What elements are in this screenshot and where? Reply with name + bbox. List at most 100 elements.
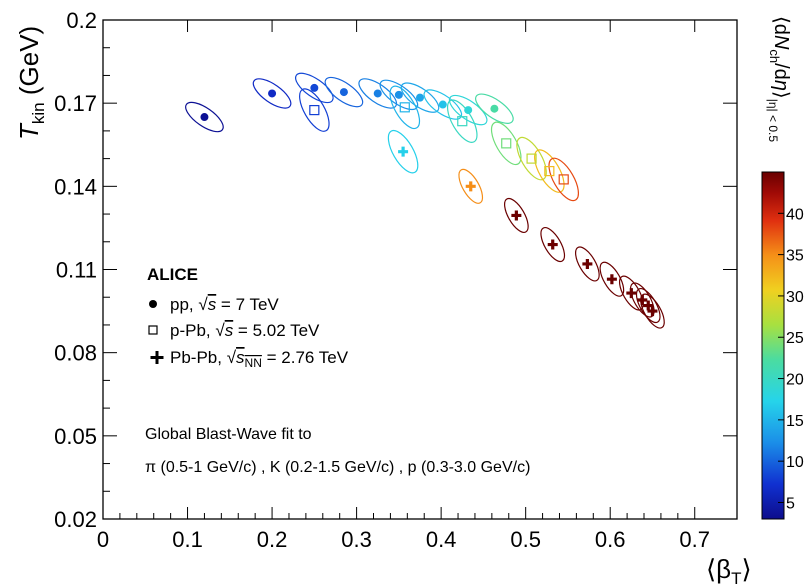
data-point-pp	[373, 89, 382, 98]
x-tick-label: 0.3	[341, 527, 372, 552]
colorbar-tick-label: 15	[786, 413, 804, 430]
y-tick-label: 0.17	[54, 91, 97, 116]
legend-marker-square	[148, 325, 158, 335]
data-point-pp	[490, 104, 499, 113]
uncertainty-ellipse	[575, 246, 600, 282]
legend-entry-ppb-sqrt: √	[215, 321, 225, 340]
uncertainty-ellipse	[299, 88, 330, 132]
y-axis-title-unit: (GeV)	[14, 26, 44, 103]
data-point-pbpb	[643, 300, 654, 311]
x-axis-tick-labels: 0 0.1 0.2 0.3 0.4 0.5 0.6 0.7	[97, 527, 710, 552]
colorbar-tick-label: 5	[786, 495, 795, 512]
data-point-pbpb	[606, 274, 617, 285]
colorbar-tick-label: 40	[786, 206, 804, 223]
legend-entry-ppb-s: s	[225, 321, 234, 340]
annotation-fit: Global Blast-Wave fit to	[145, 426, 312, 443]
uncertainty-ellipse	[389, 85, 421, 130]
data-point-pp	[394, 90, 403, 99]
colorbar-title: ⟨dNch/dη⟩|η| < 0.5	[766, 16, 792, 142]
uncertainty-ellipses	[185, 72, 665, 329]
y-tick-label: 0.08	[54, 341, 97, 366]
data-point-pbpb	[547, 239, 558, 250]
y-tick-label: 0.2	[66, 8, 97, 33]
uncertainty-ellipse	[548, 157, 580, 202]
colorbar-tick-label: 30	[786, 289, 804, 306]
legend-entry-pbpb-s: s	[236, 348, 245, 367]
colorbar-tick-label: 25	[786, 330, 804, 347]
x-axis-ticks	[102, 20, 696, 519]
legend-marker-circle	[149, 300, 157, 308]
x-axis-title: ⟨βT⟩	[706, 554, 752, 588]
data-point-ppb	[399, 102, 410, 113]
uncertainty-ellipse	[540, 227, 566, 263]
uncertainty-ellipse	[358, 78, 398, 109]
uncertainty-ellipse	[446, 99, 478, 143]
data-point-pbpb	[637, 294, 648, 305]
data-point-pbpb	[626, 288, 637, 299]
uncertainty-ellipse	[387, 129, 419, 174]
uncertainty-ellipse	[475, 93, 514, 124]
y-tick-label: 0.05	[54, 424, 97, 449]
y-axis-title-main: T	[14, 122, 44, 140]
y-tick-label: 0.14	[54, 174, 97, 199]
uncertainty-ellipse	[599, 261, 625, 297]
x-axis-title-main: ⟨β	[706, 554, 731, 584]
data-point-pp	[310, 83, 319, 92]
data-point-ppb	[544, 165, 555, 177]
legend-entry-pp-s: s	[208, 295, 217, 314]
legend: ALICE pp, √s = 7 TeV p-Pb, √s = 5.02 TeV…	[147, 265, 349, 370]
data-point-ppb	[309, 104, 320, 116]
data-point-pp	[438, 100, 447, 109]
colorbar-tick-label: 35	[786, 248, 804, 265]
legend-marker-cross	[150, 351, 164, 364]
x-tick-label: 0.2	[257, 527, 288, 552]
data-point-pbpb	[465, 181, 476, 192]
colorbar-title-deta: /d	[770, 63, 792, 80]
colorbar-ticks	[778, 212, 784, 503]
uncertainty-ellipse	[490, 121, 522, 166]
y-tick-label: 0.11	[56, 258, 97, 283]
data-point-pp	[268, 89, 277, 98]
legend-entry-pbpb: Pb-Pb, √sNN = 2.76 TeV	[170, 348, 349, 370]
data-point-ppb	[501, 138, 512, 149]
annotation-ranges: π (0.5-1 GeV/c) , K (0.2-1.5 GeV/c) , p …	[145, 459, 530, 476]
legend-entry-pbpb-a: Pb-Pb,	[170, 348, 227, 367]
colorbar-tick-label: 20	[786, 372, 804, 389]
legend-entry-pbpb-sub: NN	[245, 356, 262, 370]
uncertainty-ellipse	[185, 101, 224, 133]
colorbar-tick-label: 10	[786, 454, 804, 471]
uncertainty-ellipse	[504, 197, 529, 233]
data-point-pp	[416, 93, 424, 102]
legend-entry-pp-sqrt: √	[198, 295, 208, 314]
data-point-pp	[464, 106, 473, 115]
x-axis-title-close: ⟩	[742, 554, 752, 584]
y-axis-tick-labels: 0.02 0.05 0.08 0.11 0.14 0.17 0.2	[54, 8, 97, 532]
colorbar	[761, 171, 785, 520]
uncertainty-ellipse	[379, 79, 419, 111]
colorbar-tick-labels: 5 10 15 20 25 30 35 40	[786, 206, 804, 512]
x-tick-label: 0.4	[426, 527, 457, 552]
legend-entry-ppb: p-Pb, √s = 5.02 TeV	[170, 321, 320, 340]
data-point-pbpb	[398, 146, 409, 157]
legend-entry-pbpb-b: = 2.76 TeV	[262, 348, 349, 367]
legend-entry-ppb-a: p-Pb,	[170, 321, 215, 340]
data-point-pp	[200, 113, 209, 122]
legend-header: ALICE	[147, 265, 198, 284]
y-axis-title: Tkin (GeV)	[14, 26, 48, 140]
x-tick-label: 0.6	[595, 527, 626, 552]
data-point-pbpb	[647, 306, 658, 317]
data-point-pbpb	[582, 258, 593, 269]
uncertainty-ellipse	[640, 293, 665, 329]
legend-entry-pp-b: = 7 TeV	[216, 295, 279, 314]
y-axis-ticks	[103, 19, 737, 520]
uncertainty-ellipse	[294, 72, 334, 104]
data-point-ppb	[457, 116, 468, 127]
data-markers	[200, 83, 658, 317]
data-point-pbpb	[511, 210, 522, 221]
data-point-ppb	[558, 174, 569, 185]
x-axis-title-sub: T	[731, 569, 741, 588]
colorbar-title-n: N	[770, 35, 792, 50]
uncertainty-ellipse	[448, 94, 488, 126]
data-point-pp	[339, 88, 348, 97]
